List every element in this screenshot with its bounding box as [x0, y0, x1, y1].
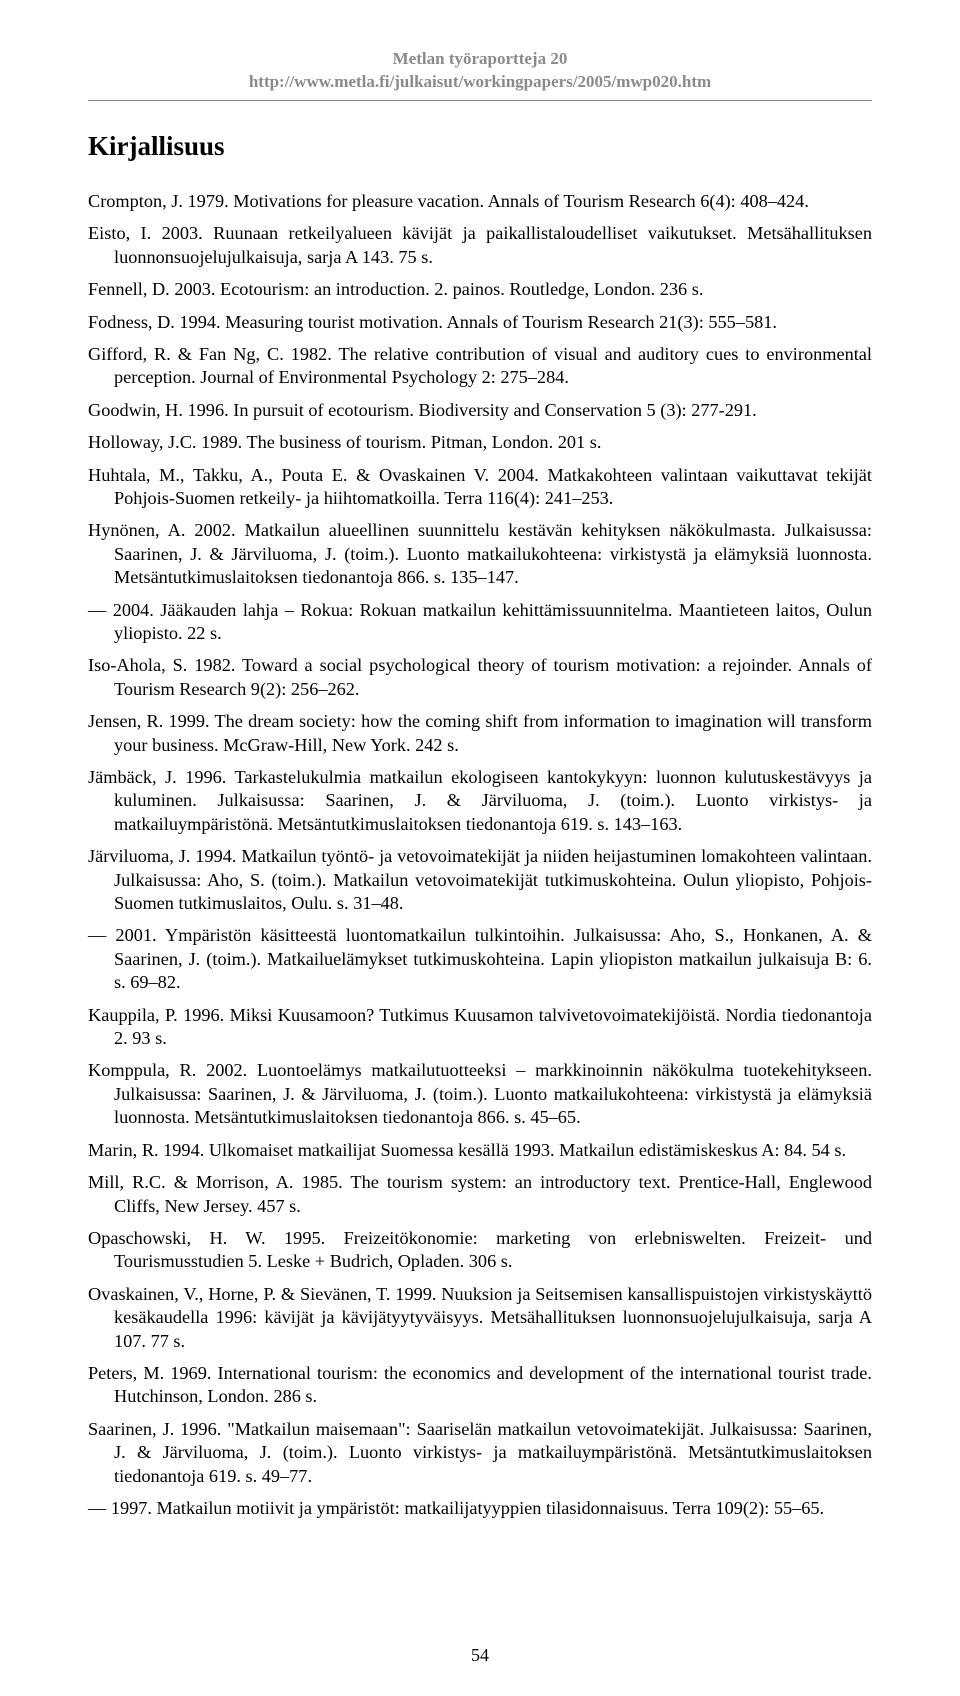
reference-entry: Hynönen, A. 2002. Matkailun alueellinen … [88, 519, 872, 589]
reference-entry: — 2001. Ympäristön käsitteestä luontomat… [88, 924, 872, 994]
reference-entry: Kauppila, P. 1996. Miksi Kuusamoon? Tutk… [88, 1004, 872, 1051]
reference-entry: Holloway, J.C. 1989. The business of tou… [88, 431, 872, 454]
reference-entry: Eisto, I. 2003. Ruunaan retkeilyalueen k… [88, 222, 872, 269]
reference-entry: Iso-Ahola, S. 1982. Toward a social psyc… [88, 654, 872, 701]
reference-entry: Mill, R.C. & Morrison, A. 1985. The tour… [88, 1171, 872, 1218]
reference-entry: Jämbäck, J. 1996. Tarkastelukulmia matka… [88, 766, 872, 836]
section-title: Kirjallisuus [88, 131, 872, 162]
reference-entry: Goodwin, H. 1996. In pursuit of ecotouri… [88, 399, 872, 422]
reference-entry: Opaschowski, H. W. 1995. Freizeitökonomi… [88, 1227, 872, 1274]
reference-entry: Fennell, D. 2003. Ecotourism: an introdu… [88, 278, 872, 301]
running-header: Metlan työraportteja 20 http://www.metla… [88, 48, 872, 94]
document-page: Metlan työraportteja 20 http://www.metla… [0, 0, 960, 1520]
reference-entry: Peters, M. 1969. International tourism: … [88, 1362, 872, 1409]
reference-entry: — 2004. Jääkauden lahja – Rokua: Rokuan … [88, 599, 872, 646]
reference-entry: Ovaskainen, V., Horne, P. & Sievänen, T.… [88, 1283, 872, 1353]
reference-entry: Järviluoma, J. 1994. Matkailun työntö- j… [88, 845, 872, 915]
reference-entry: Crompton, J. 1979. Motivations for pleas… [88, 190, 872, 213]
reference-entry: Komppula, R. 2002. Luontoelämys matkailu… [88, 1059, 872, 1129]
reference-entry: Saarinen, J. 1996. "Matkailun maisemaan"… [88, 1418, 872, 1488]
reference-entry: Gifford, R. & Fan Ng, C. 1982. The relat… [88, 343, 872, 390]
reference-entry: Huhtala, M., Takku, A., Pouta E. & Ovask… [88, 464, 872, 511]
reference-entry: Jensen, R. 1999. The dream society: how … [88, 710, 872, 757]
reference-list: Crompton, J. 1979. Motivations for pleas… [88, 190, 872, 1521]
header-rule [88, 100, 872, 101]
running-header-series: Metlan työraportteja 20 [88, 48, 872, 71]
reference-entry: Fodness, D. 1994. Measuring tourist moti… [88, 311, 872, 334]
running-header-url: http://www.metla.fi/julkaisut/workingpap… [88, 71, 872, 94]
reference-entry: Marin, R. 1994. Ulkomaiset matkailijat S… [88, 1139, 872, 1162]
page-number: 54 [0, 1645, 960, 1666]
reference-entry: — 1997. Matkailun motiivit ja ympäristöt… [88, 1497, 872, 1520]
